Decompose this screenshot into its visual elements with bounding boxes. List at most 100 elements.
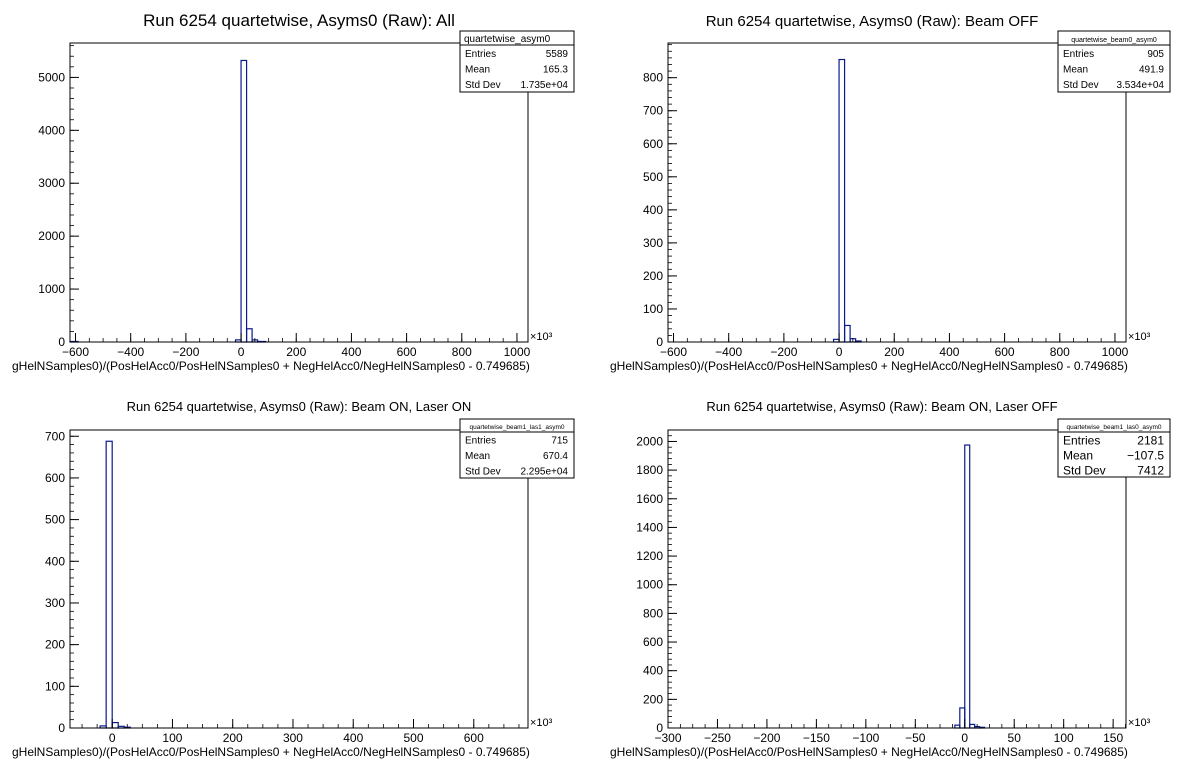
- x-tick-label: 1000: [504, 345, 531, 359]
- x-tick-label: 200: [223, 731, 243, 745]
- y-tick-label: 400: [643, 664, 663, 678]
- x-tick-label: −400: [117, 345, 144, 359]
- histogram-bin: [959, 707, 966, 729]
- y-tick-label: 1000: [636, 578, 663, 592]
- plot-frame: [667, 42, 1127, 343]
- stats-value: 2.295e+04: [520, 466, 568, 477]
- y-tick-label: 100: [643, 302, 663, 316]
- y-tick-label: 2000: [636, 434, 663, 448]
- plot-frame: [667, 429, 1127, 729]
- x-axis-label: gHelNSamples0)/(PosHelAcc0/PosHelNSample…: [12, 359, 530, 373]
- y-tick-label: 200: [643, 692, 663, 706]
- y-tick-label: 1200: [636, 549, 663, 563]
- x-axis-unit: ×10³: [530, 331, 553, 343]
- stats-value: 7412: [1137, 464, 1164, 478]
- x-tick-label: −100: [852, 731, 879, 745]
- stats-label: Entries: [465, 49, 496, 60]
- x-tick-label: −50: [905, 731, 926, 745]
- x-tick-label: 600: [464, 731, 484, 745]
- x-tick-label: −150: [803, 731, 830, 745]
- chart-title: Run 6254 quartetwise, Asyms0 (Raw): Beam…: [127, 399, 472, 414]
- stats-label: Mean: [465, 451, 490, 462]
- stats-label: Std Dev: [1063, 80, 1099, 91]
- x-tick-label: 600: [397, 345, 417, 359]
- y-tick-label: 500: [45, 513, 65, 527]
- stats-label: Mean: [1063, 65, 1088, 76]
- y-tick-label: 400: [45, 554, 65, 568]
- histogram-panel-3: Run 6254 quartetwise, Asyms0 (Raw): Beam…: [12, 399, 575, 759]
- histogram-bin: [843, 324, 851, 343]
- x-tick-label: 0: [961, 731, 968, 745]
- x-tick-label: 400: [341, 345, 361, 359]
- y-tick-label: 2000: [38, 229, 65, 243]
- stats-box: [1057, 30, 1171, 93]
- x-tick-label: 0: [836, 345, 843, 359]
- stats-box-name: quartetwise_beam1_las0_asym0: [1066, 424, 1161, 431]
- y-tick-label: 0: [58, 721, 65, 735]
- x-tick-label: 300: [283, 731, 303, 745]
- stats-box-name: quartetwise_beam0_asym0: [1071, 37, 1157, 44]
- y-tick-label: 500: [643, 170, 663, 184]
- y-tick-label: 300: [45, 596, 65, 610]
- y-tick-label: 400: [643, 203, 663, 217]
- y-tick-label: 1400: [636, 520, 663, 534]
- y-tick-label: 100: [45, 679, 65, 693]
- x-tick-label: 400: [939, 345, 959, 359]
- stats-label: Std Dev: [465, 80, 501, 91]
- histogram-bin: [240, 59, 248, 343]
- y-tick-label: 3000: [38, 176, 65, 190]
- histogram-bin: [245, 328, 253, 343]
- chart-title: Run 6254 quartetwise, Asyms0 (Raw): Beam…: [706, 399, 1057, 414]
- x-tick-label: −200: [753, 731, 780, 745]
- stats-box-name: quartetwise_asym0: [464, 34, 551, 45]
- histogram-bin: [964, 444, 971, 729]
- stats-label: Entries: [465, 436, 496, 447]
- y-tick-label: 0: [656, 335, 663, 349]
- x-tick-label: −200: [172, 345, 199, 359]
- y-tick-label: 4000: [38, 123, 65, 137]
- x-axis-unit: ×10³: [1128, 331, 1151, 343]
- y-tick-label: 200: [643, 269, 663, 283]
- y-tick-label: 700: [643, 104, 663, 118]
- y-tick-label: 200: [45, 638, 65, 652]
- x-tick-label: 1000: [1102, 345, 1129, 359]
- x-tick-label: 800: [452, 345, 472, 359]
- stats-value: 3.534e+04: [1116, 80, 1164, 91]
- y-tick-label: 0: [58, 335, 65, 349]
- stats-label: Mean: [465, 65, 490, 76]
- x-tick-label: 50: [1008, 731, 1022, 745]
- histogram-bin: [969, 723, 976, 729]
- y-tick-label: 1600: [636, 492, 663, 506]
- chart-title: Run 6254 quartetwise, Asyms0 (Raw): All: [143, 11, 455, 30]
- stats-value: 491.9: [1139, 65, 1164, 76]
- y-tick-label: 1800: [636, 463, 663, 477]
- y-tick-label: 0: [656, 721, 663, 735]
- x-axis-label: gHelNSamples0)/(PosHelAcc0/PosHelNSample…: [610, 359, 1128, 373]
- stats-value: 905: [1147, 49, 1164, 60]
- x-axis-unit: ×10³: [530, 717, 553, 729]
- x-tick-label: 800: [1050, 345, 1070, 359]
- stats-box-name: quartetwise_beam1_las1_asym0: [469, 424, 564, 431]
- histogram-panel-4: Run 6254 quartetwise, Asyms0 (Raw): Beam…: [610, 399, 1171, 759]
- stats-box: [1057, 418, 1171, 478]
- x-tick-label: 400: [343, 731, 363, 745]
- x-tick-label: −600: [62, 345, 89, 359]
- stats-value: −107.5: [1127, 449, 1164, 463]
- stats-label: Mean: [1063, 449, 1093, 463]
- x-tick-label: 600: [995, 345, 1015, 359]
- x-tick-label: −400: [715, 345, 742, 359]
- y-tick-label: 800: [643, 71, 663, 85]
- x-tick-label: 0: [109, 731, 116, 745]
- stats-value: 2181: [1137, 434, 1164, 448]
- histogram-panel-2: Run 6254 quartetwise, Asyms0 (Raw): Beam…: [610, 13, 1171, 373]
- x-tick-label: 200: [286, 345, 306, 359]
- x-tick-label: 150: [1103, 731, 1123, 745]
- x-tick-label: −250: [704, 731, 731, 745]
- y-tick-label: 600: [643, 635, 663, 649]
- x-tick-label: −300: [654, 731, 681, 745]
- stats-label: Entries: [1063, 49, 1094, 60]
- x-tick-label: 100: [1054, 731, 1074, 745]
- x-axis-label: gHelNSamples0)/(PosHelAcc0/PosHelNSample…: [610, 745, 1128, 759]
- histogram-bin: [111, 721, 119, 729]
